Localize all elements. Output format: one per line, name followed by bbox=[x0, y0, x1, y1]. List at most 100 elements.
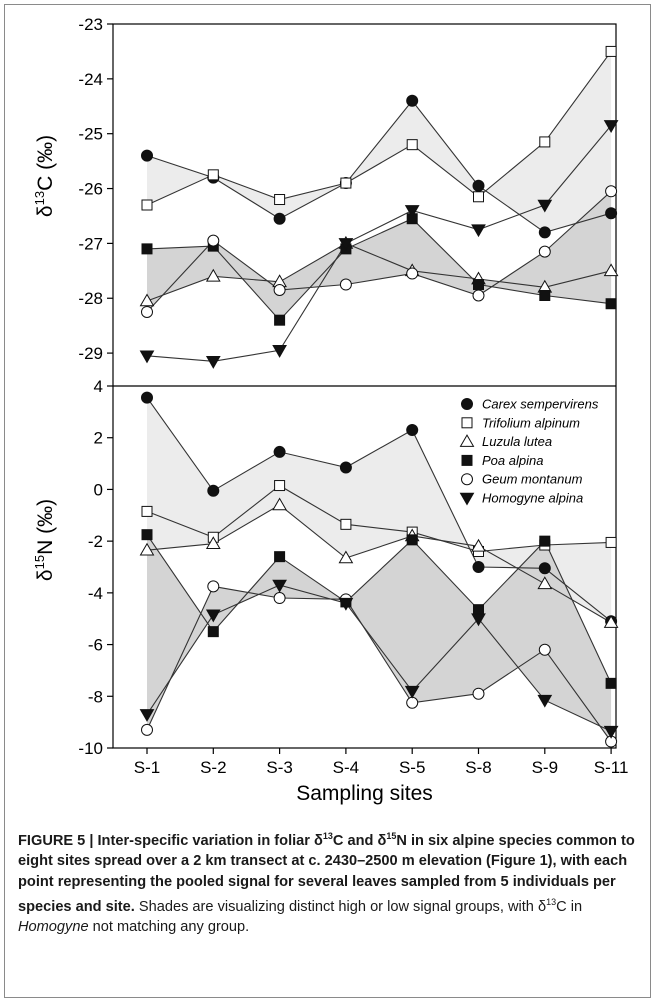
bottom-point-geum-montanum-S-1 bbox=[141, 723, 153, 736]
bottom-point-carex-sempervirens-S-9 bbox=[538, 562, 551, 575]
top-point-trifolium-alpinum-S-8 bbox=[473, 191, 484, 203]
top-point-geum-montanum-S-2 bbox=[207, 234, 220, 247]
shade-bottom-low-a bbox=[147, 534, 612, 742]
bottom-point-carex-sempervirens-S-5 bbox=[406, 423, 419, 436]
bottom-point-luzula-lutea-S-4 bbox=[338, 550, 354, 564]
legend-marker-luzula-lutea bbox=[459, 434, 475, 447]
top-point-luzula-lutea-S-1 bbox=[139, 293, 155, 307]
bottom-ytick-label-2: 0 bbox=[94, 480, 103, 499]
legend-label-trifolium-alpinum: Trifolium alpinum bbox=[482, 415, 580, 430]
legend: Carex sempervirens Trifolium alpinum Luzul… bbox=[459, 397, 599, 506]
bottom-point-carex-sempervirens-S-1 bbox=[141, 391, 153, 404]
top-point-geum-montanum-S-8 bbox=[472, 289, 485, 302]
bottom-point-geum-montanum-S-9 bbox=[538, 643, 551, 656]
bottom-point-poa-alpina-S-9 bbox=[539, 535, 551, 547]
xtick-label-S-8: S-8 bbox=[465, 758, 491, 777]
bottom-point-poa-alpina-S-3 bbox=[274, 551, 286, 563]
bottom-line-trifolium-alpinum bbox=[146, 484, 612, 553]
top-point-geum-montanum-S-11 bbox=[605, 185, 618, 198]
bottom-point-luzula-lutea-S-2 bbox=[205, 536, 221, 550]
bottom-point-homogyne-alpina-S-3 bbox=[272, 579, 287, 593]
top-point-homogyne-alpina-S-9 bbox=[537, 199, 553, 213]
legend-label-geum-montanum: Geum montanum bbox=[482, 472, 583, 487]
shade-top-low-b bbox=[147, 191, 612, 321]
legend-label-poa-alpina: Poa alpina bbox=[482, 453, 543, 468]
top-ytick-label-0: -23 bbox=[78, 15, 103, 34]
top-point-homogyne-alpina-S-4 bbox=[338, 238, 354, 251]
top-line-homogyne-alpina bbox=[146, 125, 612, 362]
legend-marker-carex-sempervirens bbox=[461, 398, 473, 410]
top-ylabel: δ13C (‰) bbox=[32, 135, 57, 217]
bottom-point-poa-alpina-S-8 bbox=[473, 604, 484, 616]
top-point-geum-montanum-S-3 bbox=[273, 284, 286, 297]
legend-label-homogyne-alpina: Homogyne alpina bbox=[482, 491, 583, 506]
figure-frame bbox=[4, 4, 651, 998]
top-point-carex-sempervirens-S-1 bbox=[141, 149, 153, 162]
top-ytick-label-4: -27 bbox=[78, 234, 103, 253]
top-point-homogyne-alpina-S-1 bbox=[139, 350, 155, 364]
bottom-ytick-label-7: -10 bbox=[78, 739, 103, 758]
bottom-point-homogyne-alpina-S-8 bbox=[471, 613, 486, 627]
top-point-homogyne-alpina-S-2 bbox=[205, 356, 221, 369]
bottom-line-geum-montanum bbox=[146, 585, 612, 742]
top-point-luzula-lutea-S-2 bbox=[205, 268, 221, 282]
top-point-poa-alpina-S-8 bbox=[473, 279, 484, 291]
legend-marker-poa-alpina bbox=[461, 454, 473, 466]
top-ytick-label-6: -29 bbox=[78, 344, 103, 363]
top-point-carex-sempervirens-S-5 bbox=[406, 94, 419, 107]
bottom-point-homogyne-alpina-S-2 bbox=[205, 609, 221, 623]
caption-bold: FIGURE 5 | Inter-specific variation in f… bbox=[18, 831, 635, 915]
top-point-luzula-lutea-S-11 bbox=[603, 263, 619, 277]
top-line-poa-alpina bbox=[146, 218, 612, 322]
bottom-point-trifolium-alpinum-S-11 bbox=[605, 536, 617, 548]
xtick-label-S-3: S-3 bbox=[266, 758, 292, 777]
bottom-point-homogyne-alpina-S-9 bbox=[537, 694, 553, 708]
bottom-point-geum-montanum-S-3 bbox=[273, 592, 286, 605]
top-point-carex-sempervirens-S-11 bbox=[605, 207, 618, 220]
bottom-point-luzula-lutea-S-1 bbox=[139, 542, 155, 556]
bottom-ytick-label-3: -2 bbox=[88, 532, 103, 551]
top-point-poa-alpina-S-9 bbox=[539, 290, 551, 301]
legend-label-carex-sempervirens: Carex sempervirens bbox=[482, 397, 599, 412]
bottom-line-luzula-lutea bbox=[146, 504, 612, 624]
bottom-point-poa-alpina-S-11 bbox=[605, 677, 617, 689]
top-point-poa-alpina-S-1 bbox=[141, 243, 153, 255]
xtick-label-S-11: S-11 bbox=[594, 758, 629, 777]
bottom-point-poa-alpina-S-5 bbox=[406, 534, 418, 546]
bottom-line-poa-alpina bbox=[146, 534, 612, 684]
caption-normal: Shades are visualizing distinct high or … bbox=[18, 897, 583, 936]
figure-caption: FIGURE 5 | Inter-specific variation in f… bbox=[18, 826, 643, 938]
top-ytick-label-2: -25 bbox=[78, 125, 103, 144]
bottom-line-carex-sempervirens bbox=[146, 397, 612, 622]
bottom-point-homogyne-alpina-S-1 bbox=[139, 709, 155, 722]
legend-label-luzula-lutea: Luzula lutea bbox=[482, 434, 552, 449]
xtick-label-S-2: S-2 bbox=[200, 758, 226, 777]
legend-marker-trifolium-alpinum bbox=[461, 417, 473, 429]
bottom-point-trifolium-alpinum-S-1 bbox=[141, 505, 153, 517]
top-point-geum-montanum-S-5 bbox=[406, 267, 419, 280]
legend-marker-geum-montanum bbox=[461, 473, 473, 486]
top-point-carex-sempervirens-S-8 bbox=[472, 179, 485, 192]
top-point-homogyne-alpina-S-11 bbox=[603, 120, 619, 133]
top-point-poa-alpina-S-3 bbox=[274, 314, 286, 326]
top-point-homogyne-alpina-S-5 bbox=[404, 205, 420, 218]
bottom-ytick-label-4: -4 bbox=[88, 584, 103, 603]
bottom-point-carex-sempervirens-S-4 bbox=[339, 461, 352, 474]
top-ytick-label-5: -28 bbox=[78, 289, 103, 308]
top-point-carex-sempervirens-S-3 bbox=[273, 212, 286, 225]
bottom-point-homogyne-alpina-S-11 bbox=[603, 725, 619, 739]
x-axis-title: Sampling sites bbox=[296, 782, 433, 805]
bottom-point-trifolium-alpinum-S-4 bbox=[340, 518, 352, 530]
bottom-point-luzula-lutea-S-8 bbox=[471, 538, 486, 552]
shade-bottom-high-b bbox=[147, 485, 612, 623]
top-point-homogyne-alpina-S-3 bbox=[272, 345, 287, 358]
bottom-point-geum-montanum-S-8 bbox=[472, 687, 485, 700]
top-line-luzula-lutea bbox=[146, 242, 612, 302]
legend-marker-homogyne-alpina bbox=[459, 492, 475, 506]
top-point-poa-alpina-S-11 bbox=[605, 298, 617, 310]
bottom-ytick-label-1: 2 bbox=[94, 429, 103, 448]
bottom-point-carex-sempervirens-S-2 bbox=[207, 484, 220, 497]
top-ytick-label-1: -24 bbox=[78, 70, 103, 89]
bottom-point-homogyne-alpina-S-4 bbox=[338, 597, 354, 611]
shade-top-high bbox=[147, 51, 612, 233]
